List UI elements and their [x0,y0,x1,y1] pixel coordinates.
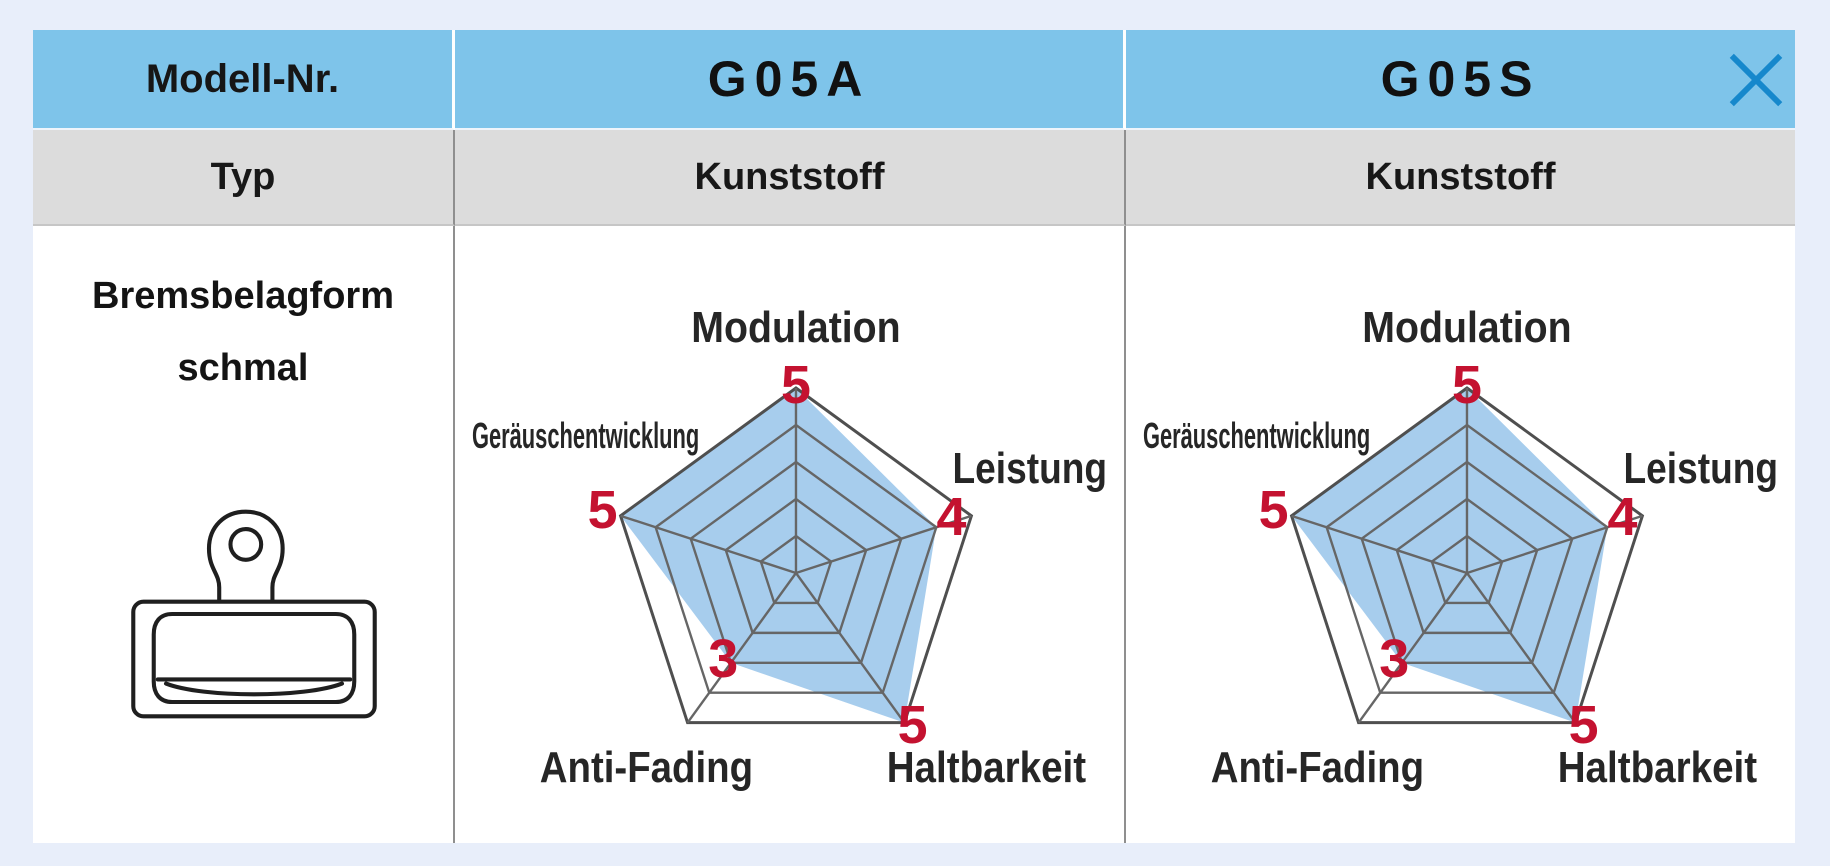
svg-text:4: 4 [937,487,967,547]
pad-shape-label-line2: schmal [177,347,309,389]
svg-text:5: 5 [781,355,811,415]
svg-text:5: 5 [588,480,618,540]
pad-shape-label-line1: Bremsbelagform [92,275,394,317]
header-model-nr-cell: Modell-Nr. [33,30,455,130]
model-name-g05a: G05A [707,51,871,107]
type-row-label-cell: Typ [33,130,455,226]
type-value-g05a: Kunststoff [694,155,885,198]
radar-cell-g05a: 5 4 5 3 5 Modulation Leistung Haltbarkeit Anti-F… [455,226,1126,843]
svg-text:5: 5 [1569,695,1599,755]
svg-text:Leistung: Leistung [953,444,1108,493]
radar-chart-g05s: 5 4 5 3 5 Modulation Leistung Haltbarkeit Anti-F… [1126,226,1795,843]
svg-text:5: 5 [898,695,928,755]
comparison-table: Modell-Nr. G05A G05S Typ Kunststoff Kuns… [33,30,1795,843]
radar-chart-g05a: 5 4 5 3 5 Modulation Leistung Haltbarkeit Anti-F… [455,226,1124,843]
svg-text:4: 4 [1608,487,1638,547]
svg-text:3: 3 [1379,629,1409,689]
pad-shape-cell: Bremsbelagform schmal [33,226,455,843]
header-g05s-cell: G05S [1126,30,1795,130]
svg-text:5: 5 [1259,480,1289,540]
pad-shape-label: Bremsbelagform schmal [33,226,453,404]
svg-text:5: 5 [1452,355,1482,415]
type-value-g05s-cell: Kunststoff [1126,130,1795,226]
type-value-g05s: Kunststoff [1365,155,1556,198]
header-g05a-cell: G05A [455,30,1126,130]
svg-text:Leistung: Leistung [1624,444,1779,493]
close-icon[interactable] [1725,49,1787,111]
svg-text:Modulation: Modulation [691,303,900,352]
model-name-g05s: G05S [1380,51,1541,107]
svg-text:Haltbarkeit: Haltbarkeit [887,743,1087,792]
type-value-g05a-cell: Kunststoff [455,130,1126,226]
svg-text:Anti-Fading: Anti-Fading [1211,743,1424,792]
type-label: Typ [210,155,276,198]
svg-text:Modulation: Modulation [1362,303,1571,352]
svg-text:Geräuschentwicklung: Geräuschentwicklung [472,415,699,456]
brake-pad-icon [131,509,377,719]
svg-text:Haltbarkeit: Haltbarkeit [1558,743,1758,792]
svg-text:3: 3 [708,629,738,689]
svg-text:Anti-Fading: Anti-Fading [540,743,753,792]
model-nr-label: Modell-Nr. [145,56,340,101]
radar-cell-g05s: 5 4 5 3 5 Modulation Leistung Haltbarkeit Anti-F… [1126,226,1795,843]
svg-text:Geräuschentwicklung: Geräuschentwicklung [1143,415,1370,456]
